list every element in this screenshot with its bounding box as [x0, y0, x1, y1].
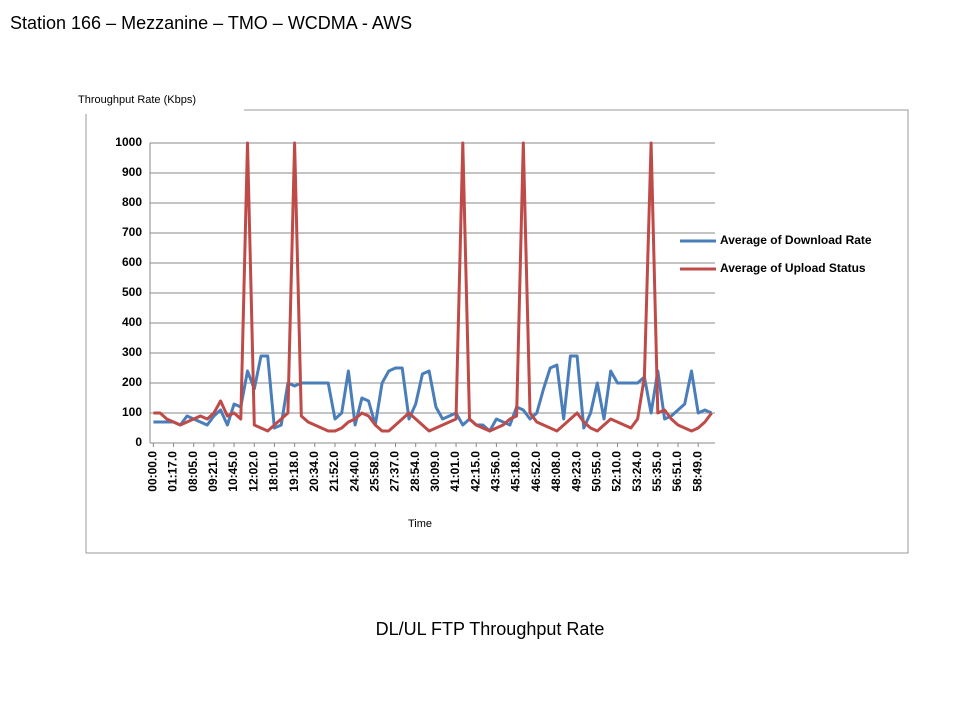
x-tick-label: 28:54.0: [408, 451, 422, 492]
x-tick-label: 58:49.0: [690, 451, 704, 492]
chart-frame: [85, 109, 909, 554]
y-tick-label: 300: [122, 345, 142, 359]
x-tick-label: 56:51.0: [670, 451, 684, 492]
x-tick-label: 42:15.0: [468, 451, 482, 492]
x-tick-label: 09:21.0: [206, 451, 220, 492]
x-tick-label: 30:09.0: [428, 451, 442, 492]
x-tick-label: 01:17.0: [166, 451, 180, 492]
y-tick-label: 1000: [115, 135, 142, 149]
series-line: [153, 141, 713, 433]
series-line: [153, 354, 713, 433]
x-tick-label: 25:58.0: [367, 451, 381, 492]
x-tick-label: 00:00.0: [146, 451, 160, 492]
x-tick-label: 08:05.0: [186, 451, 200, 492]
x-tick-label: 21:52.0: [327, 451, 341, 492]
x-tick-label: 19:18.0: [287, 451, 301, 492]
x-tick-label: 24:40.0: [347, 451, 361, 492]
x-tick-label: 41:01.0: [448, 451, 462, 492]
y-tick-label: 900: [122, 165, 142, 179]
y-tick-label: 700: [122, 225, 142, 239]
x-tick-label: 27:37.0: [388, 451, 402, 492]
y-axis-label: Throughput Rate (Kbps): [78, 94, 196, 106]
legend-label: Average of Upload Status: [720, 261, 866, 275]
y-tick-label: 0: [135, 435, 142, 449]
label-backdrop: [72, 92, 244, 114]
x-tick-label: 50:55.0: [589, 451, 603, 492]
x-tick-label: 10:45.0: [226, 451, 240, 492]
x-tick-label: 20:34.0: [307, 451, 321, 492]
y-tick-label: 500: [122, 285, 142, 299]
x-tick-label: 45:18.0: [509, 451, 523, 492]
x-tick-label: 48:08.0: [549, 451, 563, 492]
x-tick-label: 49:23.0: [569, 451, 583, 492]
y-tick-label: 800: [122, 195, 142, 209]
x-tick-label: 52:10.0: [610, 451, 624, 492]
y-tick-label: 400: [122, 315, 142, 329]
x-tick-label: 18:01.0: [267, 451, 281, 492]
legend-label: Average of Download Rate: [720, 233, 872, 247]
x-tick-label: 12:02.0: [246, 451, 260, 492]
x-tick-label: 46:52.0: [529, 451, 543, 492]
y-tick-label: 100: [122, 405, 142, 419]
y-tick-label: 200: [122, 375, 142, 389]
x-tick-label: 55:35.0: [650, 451, 664, 492]
y-tick-label: 600: [122, 255, 142, 269]
caption: DL/UL FTP Throughput Rate: [376, 619, 605, 639]
x-axis-label: Time: [408, 518, 432, 530]
x-tick-label: 43:56.0: [489, 451, 503, 492]
x-tick-label: 53:24.0: [630, 451, 644, 492]
slide-title: Station 166 – Mezzanine – TMO – WCDMA - …: [10, 13, 412, 33]
